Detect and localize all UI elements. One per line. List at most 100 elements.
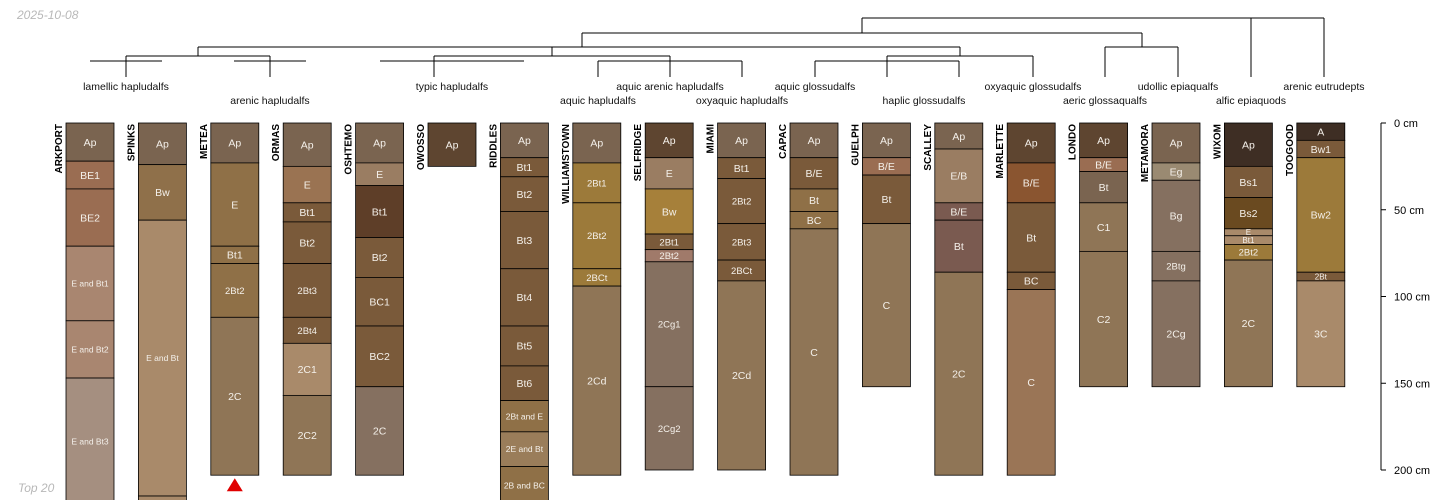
- profile-name-wixom: WIXOM: [1212, 124, 1223, 159]
- horizon-spinks-0: [137, 122, 187, 166]
- profile-scalley: Ap E/B B/E Bt 2C SCALLEY: [923, 122, 984, 476]
- horizon-londo-0: [1079, 122, 1128, 159]
- profile-williamstown: Ap 2Bt1 2Bt2 2BCt 2Cd WILLIAMSTOWN: [561, 122, 622, 476]
- dendro-l2-mid: [433, 55, 671, 61]
- horizon-label: Ap: [590, 138, 603, 150]
- axis-tick-label: 200 cm: [1394, 465, 1430, 477]
- profile-owosso: Ap OWOSSO: [416, 122, 477, 170]
- profile-metea: Ap E Bt1 2Bt2 2C METEA: [199, 122, 260, 476]
- horizon-label: 2Bt and E: [506, 411, 544, 421]
- taxon-label-haplic_gloss: haplic glossudalfs: [883, 95, 966, 107]
- horizon-label: Bt6: [517, 378, 533, 390]
- axis-tick-value: 100: [1394, 292, 1412, 304]
- horizon-label: C: [1027, 377, 1035, 389]
- horizon-riddles-6: [499, 365, 549, 401]
- profile-name-guelph: GUELPH: [850, 124, 861, 166]
- profiles: Ap BE1 BE2 E and Bt1 E and Bt2 E and Bt3 ARKPO…: [54, 122, 1346, 500]
- horizon-label: 2Cd: [587, 375, 606, 387]
- taxon-label-arenic: arenic hapludalfs: [230, 95, 309, 107]
- horizon-label: Bt1: [1242, 236, 1255, 245]
- horizon-label: 2C: [952, 368, 966, 380]
- bottom-marker-triangle: [226, 478, 243, 492]
- horizon-label: Ap: [446, 139, 459, 151]
- horizon-label: A: [1317, 126, 1324, 138]
- axis-tick-unit: cm: [1403, 118, 1418, 130]
- horizon-wixom-0: [1224, 122, 1273, 167]
- horizon-riddles-0: [499, 122, 549, 159]
- horizon-ormas-5: [282, 316, 332, 344]
- horizon-selfridge-6: [644, 386, 694, 471]
- horizon-label: 2C: [373, 426, 387, 438]
- dendro-l4: [581, 32, 1143, 47]
- horizon-label: Bs2: [1239, 208, 1257, 220]
- dendro-aqualfs: [1104, 46, 1179, 77]
- profile-name-toogood: TOOGOOD: [1285, 124, 1296, 176]
- horizon-label: Bt: [1099, 182, 1109, 194]
- horizon-ormas-7: [282, 394, 332, 476]
- profile-toogood: A Bw1 Bw2 2Bt 3C TOOGOOD: [1285, 122, 1346, 388]
- horizon-ormas-4: [282, 263, 332, 318]
- profile-name-selfridge: SELFRIDGE: [633, 124, 644, 182]
- horizon-label: 2C: [228, 391, 242, 403]
- profile-name-spinks: SPINKS: [126, 124, 137, 162]
- profile-name-metamora: METAMORA: [1140, 124, 1151, 182]
- horizon-label: 2C1: [298, 364, 317, 376]
- horizon-label: E and Bt: [146, 353, 179, 363]
- horizon-label: 2Bt4: [297, 326, 317, 337]
- horizon-owosso-0: [427, 122, 477, 167]
- horizon-label: 2Cg: [1166, 329, 1185, 341]
- horizon-arkport-2: [65, 188, 115, 247]
- horizon-label: E and Bt2: [71, 344, 109, 354]
- horizon-ormas-6: [282, 342, 332, 396]
- horizon-label: 2C: [1242, 318, 1256, 330]
- profile-name-metea: METEA: [199, 124, 210, 159]
- horizon-label: Bt1: [372, 206, 388, 218]
- horizon-label: B/E: [1095, 159, 1112, 171]
- horizon-label: Bt3: [517, 235, 533, 247]
- horizon-label: 2Btg: [1166, 262, 1186, 273]
- axis-tick-label: 0 cm: [1394, 118, 1418, 130]
- taxon-label-aquic_gloss: aquic glossudalfs: [775, 81, 856, 93]
- horizon-selfridge-2: [644, 188, 694, 235]
- profile-ormas: Ap E Bt1 Bt2 2Bt3 2Bt4 2C1 2C2 ORMAS: [271, 122, 332, 476]
- horizon-oshtemo-4: [355, 277, 405, 327]
- horizon-label: Eg: [1170, 166, 1183, 178]
- horizon-label: 2BCt: [586, 273, 607, 284]
- horizon-label: Bg: [1170, 211, 1183, 223]
- axis-tick-unit: cm: [1409, 205, 1424, 217]
- horizon-williamstown-1: [572, 162, 622, 204]
- horizon-wixom-2: [1224, 197, 1273, 230]
- date-label: 2025-10-08: [17, 8, 79, 22]
- taxon-label-arenic_eutr: arenic eutrudepts: [1283, 81, 1364, 93]
- horizon-label: Bw: [662, 206, 677, 218]
- horizon-label: 2Bt2: [587, 231, 607, 242]
- axis-tick-label: 150 cm: [1394, 378, 1430, 390]
- horizon-spinks-3: [137, 495, 187, 500]
- axis-tick-value: 150: [1394, 378, 1412, 390]
- horizon-label: 2Bt2: [732, 196, 752, 207]
- horizon-arkport-1: [65, 160, 115, 190]
- horizon-label: BC: [1024, 276, 1039, 288]
- horizon-label: C1: [1097, 222, 1111, 234]
- horizon-label: E: [666, 168, 673, 180]
- horizon-londo-4: [1079, 250, 1128, 388]
- taxon-label-oxyaquic_gloss: oxyaquic glossudalfs: [985, 81, 1082, 93]
- horizon-label: Bt: [1026, 232, 1036, 244]
- horizon-riddles-2: [499, 176, 549, 212]
- horizon-label: Ap: [518, 135, 531, 147]
- dendrogram: [90, 17, 1325, 77]
- profile-riddles: Ap Bt1 Bt2 Bt3 Bt4 Bt5 Bt6 2Bt and E 2E and Bt 2B…: [488, 122, 549, 500]
- axis-tick-unit: cm: [1415, 465, 1430, 477]
- horizon-ormas-1: [282, 165, 332, 204]
- profile-name-miami: MIAMI: [706, 124, 717, 154]
- dendro-lamellic: [90, 60, 162, 77]
- horizon-label: 2Cg1: [658, 320, 681, 331]
- horizon-label: Ap: [808, 135, 821, 147]
- horizon-marlette-4: [1006, 289, 1056, 476]
- horizon-oshtemo-5: [355, 325, 405, 388]
- horizon-label: Bt5: [517, 341, 533, 353]
- horizon-label: B/E: [878, 161, 895, 173]
- horizon-label: E: [304, 179, 311, 191]
